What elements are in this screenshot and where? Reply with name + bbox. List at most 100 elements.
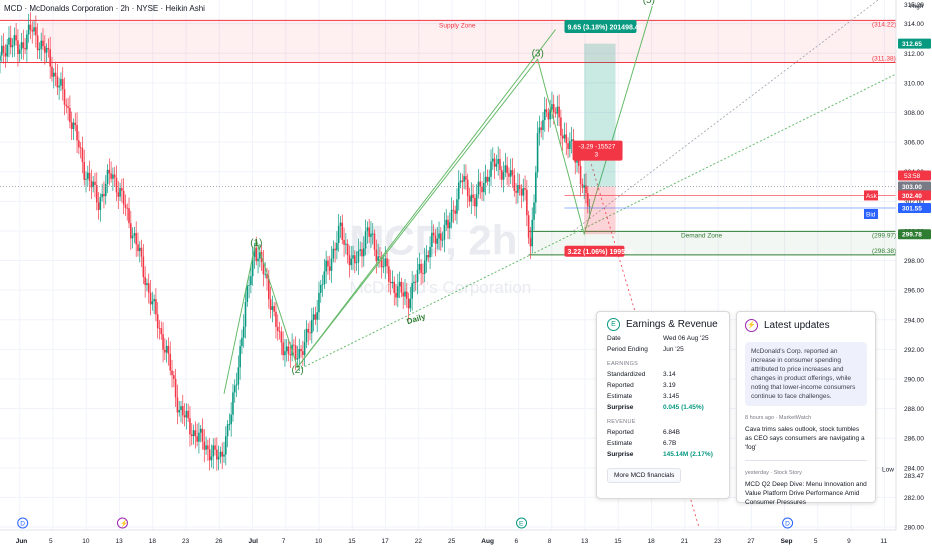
price-tag-bg (898, 203, 931, 214)
candle-body (164, 349, 166, 353)
wave-label: (5) (643, 0, 655, 6)
earnings-row: Standardized 3.14 (607, 371, 721, 378)
news-summary[interactable]: McDonald's Corp. reported an increase in… (745, 342, 867, 406)
candle-body (380, 256, 383, 268)
candle-body (110, 173, 112, 179)
candle-body (540, 127, 542, 130)
candle-body (87, 172, 89, 179)
news-meta-1: 8 hours ago · MarketWatch (745, 415, 812, 421)
candle-body (85, 178, 87, 180)
candle-body (151, 301, 154, 305)
candle-body (103, 194, 105, 197)
candle-body (440, 233, 442, 241)
candle-body (466, 179, 469, 197)
candle-body (207, 445, 209, 450)
x-tick-label: Jul (248, 538, 258, 545)
revenue-label: Estimate (607, 440, 633, 447)
candle-body (233, 385, 236, 393)
candle-body (165, 345, 168, 353)
candle-body (271, 306, 274, 310)
candle-body (348, 255, 351, 266)
candle-body (42, 40, 44, 47)
candle-body (429, 246, 431, 258)
price-tag: 283.47 (904, 473, 924, 480)
candle-body (239, 346, 241, 368)
candle-body (305, 328, 308, 343)
candle-body (420, 263, 422, 273)
candle-body (226, 424, 229, 437)
candle-body (452, 209, 455, 211)
candle-body (416, 269, 419, 283)
candle-body (407, 298, 410, 309)
y-tick-label: 312.00 (904, 51, 924, 58)
news-headline-1[interactable]: Cava trims sales outlook, stock tumbles … (745, 426, 865, 451)
high-label: High (910, 3, 924, 10)
candle-body (208, 449, 211, 461)
revenue-values: Reported 6.84B Estimate 6.7B Surprise 145.14M… (607, 429, 721, 458)
candle-body (545, 109, 548, 113)
candle-body (463, 176, 465, 182)
candle-body (241, 337, 243, 347)
candle-body (535, 172, 537, 203)
updates-card: ⚡ Latest updates McDonald's Corp. reporte… (736, 311, 876, 506)
candle-body (199, 428, 202, 433)
candle-body (379, 256, 381, 258)
candle-body (174, 378, 177, 398)
candle-body (456, 199, 458, 214)
candle-body (556, 106, 559, 114)
earnings-label: Estimate (607, 393, 633, 400)
candle-body (388, 266, 390, 282)
loss-label-bg (564, 245, 625, 257)
earnings-info-value: Wed 06 Aug '25 (663, 335, 709, 342)
candle-body (334, 248, 336, 251)
candle-body (563, 134, 566, 139)
x-tick-label: 7 (282, 538, 286, 545)
earnings-row: Estimate 3.145 (607, 393, 721, 400)
candle-body (135, 233, 137, 245)
candle-body (106, 169, 109, 184)
watermark-name: McDonald's Corporation (349, 278, 531, 297)
candle-body (397, 286, 399, 298)
earnings-row: Reported 3.19 (607, 382, 721, 389)
candle-body (156, 314, 159, 329)
candle-body (13, 35, 16, 46)
y-tick-label: 282.00 (904, 495, 924, 502)
candle-body (474, 197, 476, 207)
candle-body (316, 312, 318, 320)
candle-body (83, 162, 86, 180)
candle-body (536, 133, 539, 173)
candle-body (212, 445, 215, 457)
candle-body (543, 109, 546, 121)
more-financials-button[interactable]: More MCD financials (607, 468, 682, 483)
x-tick-label: 11 (880, 538, 887, 545)
candle-body (490, 161, 492, 177)
candle-body (500, 169, 503, 180)
candle-body (92, 181, 94, 188)
candle-body (547, 112, 550, 120)
candle-body (526, 189, 528, 216)
wave-label: (2) (291, 365, 303, 376)
candle-body (441, 239, 444, 241)
event-symbol: ⚡ (120, 520, 128, 528)
candle-body (531, 219, 534, 247)
news-headline-2[interactable]: MCD Q2 Deep Dive: Menu Innovation and Va… (745, 481, 867, 506)
candle-body (393, 281, 396, 294)
candle-body (205, 445, 207, 450)
x-tick-label: 6 (515, 538, 519, 545)
candle-body (481, 186, 483, 193)
candle-body (282, 342, 284, 356)
candle-body (579, 165, 582, 185)
candle-body (509, 170, 512, 177)
candle-body (24, 47, 26, 50)
candle-body (60, 79, 62, 86)
candle-body (352, 255, 354, 259)
supply-zone (40, 20, 896, 63)
ask-tag: Ask (866, 193, 878, 200)
y-tick-label: 290.00 (904, 376, 924, 383)
candle-body (76, 124, 78, 141)
candle-body (527, 215, 530, 238)
earnings-label: Standardized (607, 371, 646, 378)
candle-body (130, 223, 132, 239)
